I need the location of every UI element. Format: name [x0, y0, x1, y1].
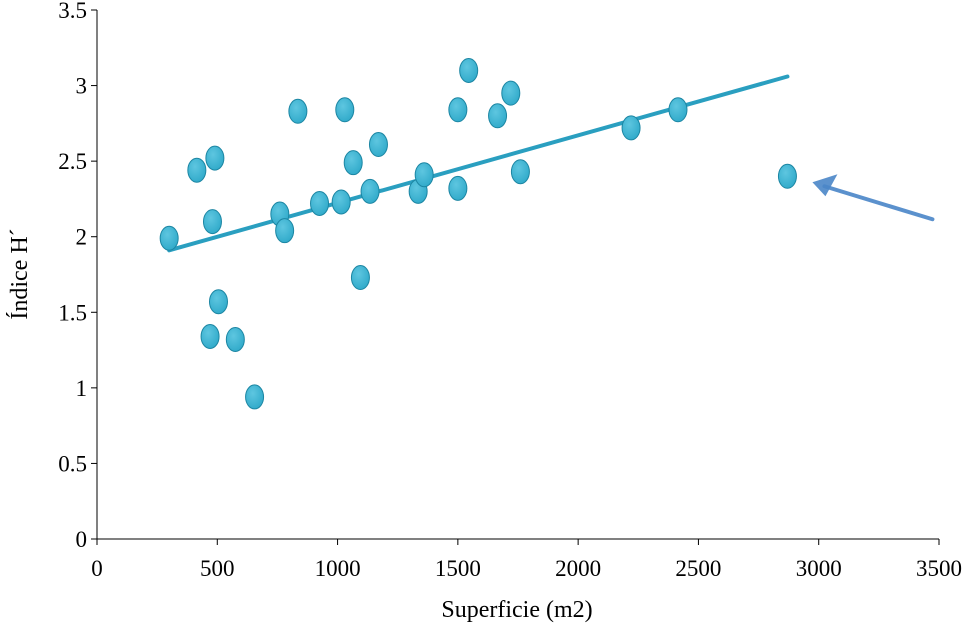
x-tick-label: 0	[91, 556, 103, 581]
data-point	[448, 97, 468, 123]
y-tick-label: 2	[76, 225, 88, 250]
annotation-arrow-shaft	[822, 184, 935, 222]
trendline	[167, 74, 790, 253]
annotations	[812, 174, 935, 222]
y-tick-label: 0	[76, 527, 88, 552]
annotation-arrow-head	[812, 174, 838, 197]
y-axis-title: Índice H´	[7, 228, 33, 319]
data-point	[360, 178, 380, 204]
data-point	[331, 189, 351, 215]
data-point	[777, 163, 797, 189]
data-point	[621, 115, 641, 141]
y-tick-label: 2.5	[58, 149, 87, 174]
y-tick-label: 1.5	[58, 300, 87, 325]
data-point	[205, 145, 225, 171]
y-tick-label: 1	[76, 376, 88, 401]
data-point	[350, 265, 370, 291]
trendline-group	[167, 74, 790, 253]
data-point	[488, 103, 508, 129]
data-point	[343, 150, 363, 176]
data-point	[187, 157, 207, 183]
data-point	[159, 225, 179, 251]
x-tick-label: 2000	[555, 556, 601, 581]
data-point	[245, 384, 265, 410]
x-tick-label: 1500	[435, 556, 481, 581]
x-axis-title: Superficie (m2)	[441, 597, 592, 623]
ticks: 0 0.5 1 1.5 2 2.5 3 3.5 0 500 1000 1500 2000 2500 3000…	[58, 0, 962, 581]
x-tick-label: 2500	[675, 556, 721, 581]
data-point	[510, 159, 530, 185]
data-point	[208, 289, 228, 315]
y-tick-label: 3	[76, 74, 88, 99]
data-point	[275, 218, 295, 244]
x-tick-label: 500	[200, 556, 235, 581]
data-point	[414, 162, 434, 188]
data-point	[668, 97, 688, 123]
data-point	[202, 209, 222, 235]
data-point	[368, 132, 388, 158]
x-tick-label: 3500	[916, 556, 962, 581]
data-point	[310, 190, 330, 216]
y-tick-label: 0.5	[58, 451, 87, 476]
data-point	[459, 57, 479, 83]
data-point	[501, 80, 521, 106]
x-tick-label: 3000	[796, 556, 842, 581]
data-point	[335, 97, 355, 123]
y-tick-label: 3.5	[58, 0, 87, 23]
data-point	[225, 326, 245, 352]
x-tick-label: 1000	[315, 556, 361, 581]
axes	[96, 10, 939, 540]
data-point	[200, 323, 220, 349]
data-point	[448, 175, 468, 201]
data-points	[159, 57, 797, 410]
data-point	[288, 98, 308, 124]
